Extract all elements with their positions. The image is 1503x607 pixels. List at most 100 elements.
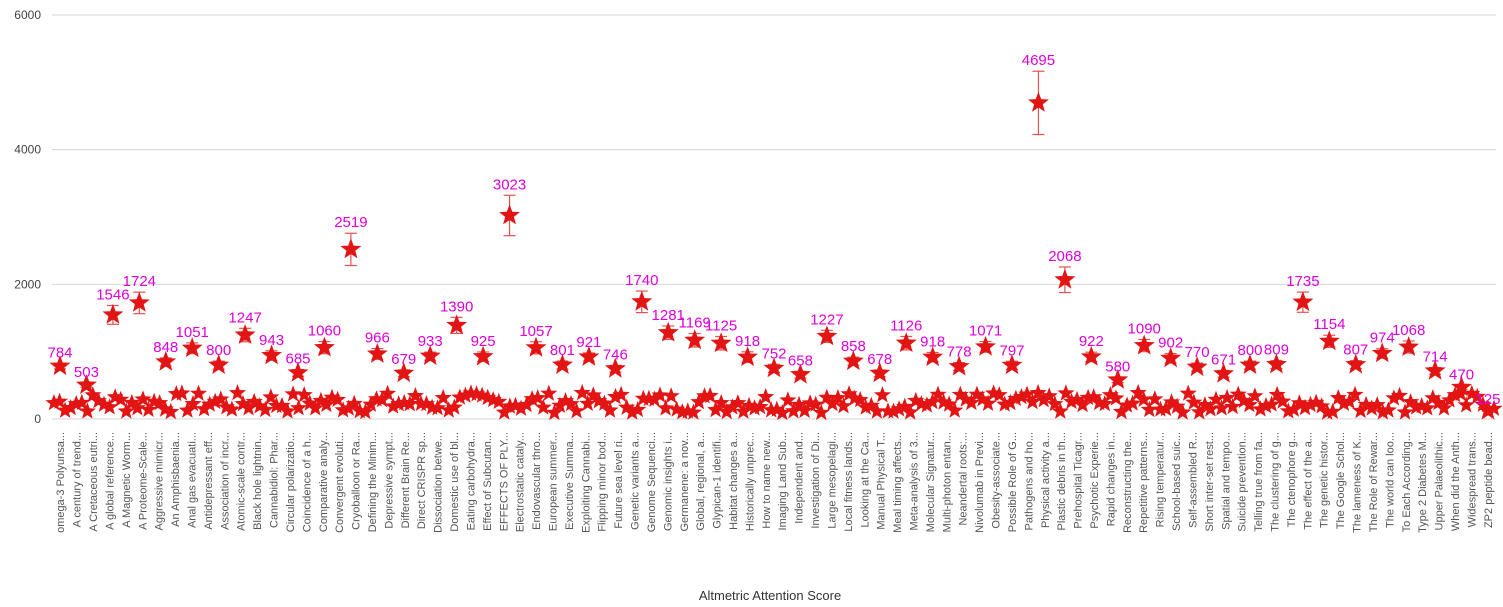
data-point-marker [751,398,769,415]
data-point-star [76,374,97,394]
data-point-marker [1007,389,1025,406]
x-tick-label: Defining the Minim... [367,432,379,532]
data-point-marker [223,400,241,417]
x-tick-label: A century of trend... [72,432,84,527]
data-point-marker [1429,394,1447,411]
data-label: 1057 [519,323,552,340]
data-label: 685 [285,351,310,368]
data-point-marker [1163,393,1181,410]
data-point-marker [1101,386,1119,403]
x-tick-label: Possible Role of G... [1007,432,1019,532]
data-point-marker [1218,389,1236,406]
data-label: 809 [1264,341,1289,358]
data-point-star [446,314,468,335]
data-label: 1169 [679,315,711,332]
data-point-marker [645,390,663,407]
data-point-star [552,354,573,374]
data-point-marker [823,394,841,412]
data-point-marker [173,384,191,401]
data-point-marker [951,385,969,403]
data-point-marker [1151,400,1169,417]
data-point-marker [901,403,919,420]
data-point-marker [295,386,313,403]
data-point-marker [873,386,891,403]
data-point-marker [401,395,419,412]
x-tick-label: Eating carbohydra... [465,432,477,530]
x-tick-label: Cryoballoon or Ra... [351,432,363,530]
x-tick-label: Meta-analysis of 3... [909,432,921,530]
data-point-marker [662,387,680,404]
data-point-marker [312,391,330,408]
data-point-marker [1246,387,1264,404]
data-point-marker [101,398,119,415]
data-point-marker [829,389,847,406]
x-tick-label: Type 2 Diabetes M... [1417,432,1429,533]
data-point-marker [495,403,513,420]
data-point-marker [1229,385,1247,402]
data-point-marker [973,390,992,407]
data-label: 1090 [1128,321,1161,338]
x-tick-label: Plastic debris in th... [1056,432,1068,530]
data-point-marker [95,395,113,412]
data-label: 1154 [1313,316,1345,333]
x-tick-label: Genomic insights i... [662,432,674,531]
data-label: 580 [1105,358,1130,375]
data-point-marker [668,400,686,417]
x-tick-label: Circular polarizatio... [285,432,297,532]
data-point-star [261,344,282,365]
data-point-star [499,204,520,225]
data-point-marker [896,397,914,415]
data-point-marker [1046,395,1064,412]
data-label: 1071 [969,322,1002,339]
data-point-marker [256,400,274,418]
data-point-marker [523,390,541,407]
data-point-marker [712,394,730,411]
data-point-marker [1201,400,1219,417]
data-point-marker [62,399,80,416]
x-tick-label: Telling true from fa... [1253,432,1265,532]
data-point-marker [1407,398,1425,415]
data-label: 1068 [1392,322,1425,339]
data-point-star [181,337,203,358]
data-label: 922 [1079,333,1104,350]
data-point-marker [1318,403,1336,420]
data-label: 714 [1423,349,1448,366]
data-point-marker [673,403,691,420]
data-point-marker [1012,388,1030,405]
x-tick-label: Depressive sympt... [383,432,395,529]
x-tick-label: Aggressive mimicr... [154,432,166,530]
data-point-marker [178,401,196,418]
data-point-star [1054,268,1076,289]
data-label: 2068 [1048,248,1081,265]
data-point-marker [940,395,958,412]
x-tick-label: Local fitness lands... [843,432,855,532]
data-point-marker [440,401,458,418]
x-tick-label: Reconstructing the... [1122,432,1134,533]
x-tick-label: Physical activity a... [1040,432,1052,528]
data-label: 1060 [308,323,341,340]
data-label: 2519 [334,214,367,231]
y-tick-label: 4000 [14,143,41,157]
x-tick-label: The world can loo... [1384,432,1396,528]
data-point-marker [1396,403,1414,420]
data-point-marker [1190,403,1208,420]
data-point-star [1186,356,1208,377]
data-label: 918 [920,333,945,350]
data-point-marker [657,399,675,416]
data-label: 679 [391,351,416,368]
data-point-marker [1368,396,1386,413]
data-point-marker [890,400,908,417]
x-tick-label: A Cretaceous eutri... [88,432,100,532]
data-point-marker [1107,389,1125,406]
data-point-marker [445,398,463,415]
data-label: 125 [1475,391,1500,408]
data-point-marker [529,389,547,406]
data-point-marker [56,401,74,418]
data-point-marker [456,386,474,403]
data-label: 470 [1449,366,1474,383]
data-point-marker [123,393,141,411]
data-point-marker [379,384,397,401]
data-point-marker [162,402,180,420]
data-point-marker [1135,390,1153,407]
data-point-marker [1062,392,1080,409]
